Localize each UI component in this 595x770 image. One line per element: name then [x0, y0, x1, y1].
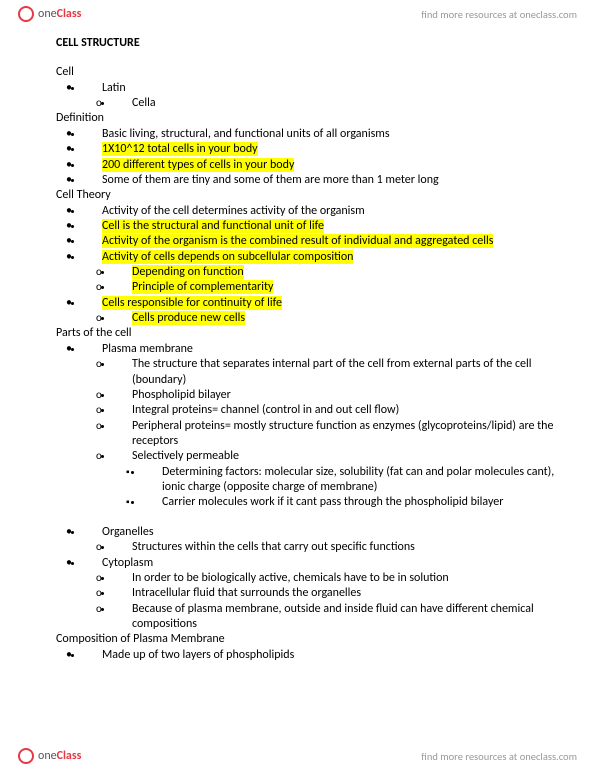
- list-item: Cells produce new cells: [114, 311, 555, 326]
- highlighted-text: Principle of complementarity: [132, 280, 273, 294]
- section-heading: Definition: [56, 111, 555, 126]
- list-item: Peripheral proteins= mostly structure fu…: [114, 419, 555, 450]
- list-item: Determining factors: molecular size, sol…: [144, 465, 555, 496]
- highlighted-text: Depending on function: [132, 265, 244, 279]
- highlighted-text: Activity of the organism is the combined…: [102, 234, 493, 248]
- header-tagline: find more resources at oneclass.com: [421, 8, 577, 21]
- highlighted-text: Cells responsible for continuity of life: [102, 296, 282, 310]
- list-item: Activity of the cell determines activity…: [84, 204, 555, 219]
- list-item: Made up of two layers of phospholipids: [84, 648, 555, 663]
- brand-logo-footer: oneClass: [18, 748, 81, 764]
- list-item: Structures within the cells that carry o…: [114, 540, 555, 555]
- list-item: Selectively permeable: [114, 449, 555, 464]
- list-item: Phospholipid bilayer: [114, 388, 555, 403]
- list-item: Because of plasma membrane, outside and …: [114, 602, 555, 633]
- list-item: Latin: [84, 81, 555, 96]
- list-item: Intracellular fluid that surrounds the o…: [114, 586, 555, 601]
- list-item: 200 different types of cells in your bod…: [84, 158, 555, 173]
- list-item: Carrier molecules work if it cant pass t…: [144, 495, 555, 510]
- logo-icon: [18, 748, 34, 764]
- highlighted-text: Cells produce new cells: [132, 311, 245, 325]
- list-item: 1X10^12 total cells in your body: [84, 142, 555, 157]
- logo-text: oneClass: [38, 749, 81, 763]
- doc-title: CELL STRUCTURE: [56, 36, 555, 51]
- logo-icon: [18, 6, 34, 22]
- list-item: In order to be biologically active, chem…: [114, 571, 555, 586]
- highlighted-text: Cell is the structural and functional un…: [102, 219, 324, 233]
- list-item: Activity of cells depends on subcellular…: [84, 250, 555, 265]
- list-item: Cells responsible for continuity of life: [84, 296, 555, 311]
- footer-tagline: find more resources at oneclass.com: [421, 750, 577, 763]
- list-item: Plasma membrane: [84, 342, 555, 357]
- list-item: Some of them are tiny and some of them a…: [84, 173, 555, 188]
- section-heading: Parts of the cell: [56, 326, 555, 341]
- list-item: Activity of the organism is the combined…: [84, 234, 555, 249]
- highlighted-text: Activity of cells depends on subcellular…: [102, 250, 353, 264]
- list-item: Depending on function: [114, 265, 555, 280]
- list-item: Cytoplasm: [84, 556, 555, 571]
- list-item: Cella: [114, 96, 555, 111]
- section-heading: Composition of Plasma Membrane: [56, 632, 555, 647]
- document-body: CELL STRUCTURE CellLatinCellaDefinitionB…: [56, 36, 555, 734]
- section-heading: Cell Theory: [56, 188, 555, 203]
- list-item: Principle of complementarity: [114, 280, 555, 295]
- highlighted-text: 200 different types of cells in your bod…: [102, 158, 294, 172]
- list-item: The structure that separates internal pa…: [114, 357, 555, 388]
- page-footer: oneClass find more resources at oneclass…: [0, 742, 595, 770]
- page-header: oneClass find more resources at oneclass…: [0, 0, 595, 28]
- list-item: Organelles: [84, 525, 555, 540]
- brand-logo: oneClass: [18, 6, 81, 22]
- list-item: Integral proteins= channel (control in a…: [114, 403, 555, 418]
- section-heading: Cell: [56, 65, 555, 80]
- list-item: Basic living, structural, and functional…: [84, 127, 555, 142]
- list-item: Cell is the structural and functional un…: [84, 219, 555, 234]
- logo-text: oneClass: [38, 7, 81, 21]
- highlighted-text: 1X10^12 total cells in your body: [102, 142, 258, 156]
